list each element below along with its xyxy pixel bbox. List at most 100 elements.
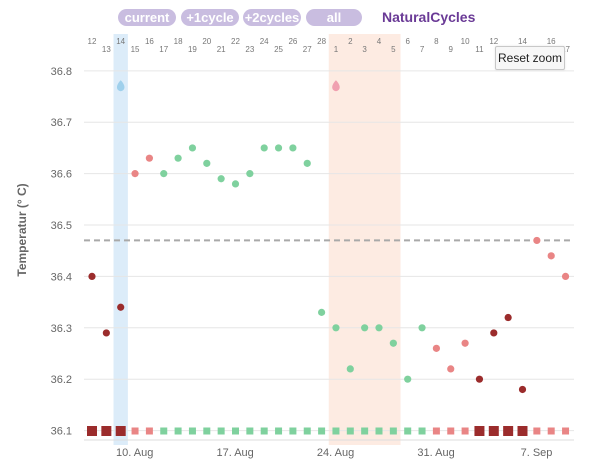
temperature-point[interactable] <box>303 159 311 167</box>
temperature-point[interactable] <box>145 154 153 162</box>
day-status-marker <box>447 427 455 435</box>
day-number-label: 4 <box>377 37 382 46</box>
day-number-label: 5 <box>391 45 396 54</box>
reset-zoom-button[interactable]: Reset zoom <box>495 46 565 70</box>
day-status-marker <box>361 427 369 435</box>
day-number-label: 7 <box>420 45 425 54</box>
temperature-point[interactable] <box>418 324 426 332</box>
day-status-marker <box>418 427 426 435</box>
temperature-point[interactable] <box>361 324 369 332</box>
day-status-marker <box>160 427 168 435</box>
day-number-label: 1 <box>334 45 339 54</box>
plus-one-cycle-button[interactable]: +1cycle <box>181 9 239 26</box>
y-tick-label: 36.3 <box>51 323 72 335</box>
day-status-marker <box>188 427 196 435</box>
day-number-label: 8 <box>434 37 439 46</box>
temperature-point[interactable] <box>217 175 225 183</box>
x-axis: 10. Aug 17. Aug 24. Aug 31. Aug 7. Sep <box>84 439 574 459</box>
period-drop-icon <box>332 80 340 92</box>
all-button[interactable]: all <box>306 9 362 26</box>
special-markers <box>116 80 340 92</box>
temperature-point[interactable] <box>533 236 541 245</box>
day-number-label: 15 <box>131 45 140 54</box>
x-tick-label: 24. Aug <box>317 447 354 459</box>
day-number-label: 2 <box>348 37 353 46</box>
day-number-label: 10 <box>461 37 470 46</box>
day-number-label: 19 <box>188 45 197 54</box>
day-number-label: 9 <box>449 45 454 54</box>
day-status-marker <box>203 427 211 435</box>
day-status-marker <box>131 427 139 435</box>
day-status-marker <box>533 427 541 435</box>
temperature-point[interactable] <box>274 144 283 152</box>
y-tick-label: 36.5 <box>51 220 72 232</box>
day-number-label: 24 <box>260 37 269 46</box>
temperature-point[interactable] <box>432 344 440 352</box>
current-button[interactable]: current <box>118 9 176 26</box>
temperature-point[interactable] <box>547 252 555 260</box>
temperature-point[interactable] <box>461 339 469 347</box>
y-tick-label: 36.6 <box>51 169 72 181</box>
temperature-point[interactable] <box>160 170 168 178</box>
y-tick-label: 36.4 <box>51 271 72 283</box>
day-number-label: 25 <box>274 45 283 54</box>
temperature-point[interactable] <box>504 313 512 322</box>
day-status-marker <box>289 427 297 435</box>
temperature-point[interactable] <box>318 308 326 316</box>
day-status-marker <box>174 427 182 435</box>
temperature-point[interactable] <box>375 324 383 332</box>
day-number-labels: 1213141516171819202122232425262728123456… <box>88 37 571 54</box>
temperature-point[interactable] <box>102 329 110 337</box>
day-status-marker <box>547 427 555 435</box>
temperature-point[interactable] <box>561 272 570 281</box>
temperature-point[interactable] <box>203 159 211 167</box>
temperature-point[interactable] <box>518 385 527 394</box>
temperature-point[interactable] <box>490 329 498 337</box>
temperature-point[interactable] <box>231 180 240 188</box>
day-status-marker <box>101 426 112 436</box>
day-status-marker <box>389 427 397 435</box>
x-tick-label: 31. Aug <box>417 447 454 459</box>
day-status-marker <box>246 427 254 435</box>
day-status-marker <box>87 426 97 436</box>
day-status-marker <box>260 427 268 435</box>
y-axis: 36.1 36.2 36.3 36.4 36.5 36.6 36.7 36.8 <box>51 66 72 438</box>
temperature-point[interactable] <box>346 365 354 373</box>
day-number-label: 3 <box>362 45 367 54</box>
brand-logo-text: NaturalCycles <box>382 9 476 25</box>
temperature-point[interactable] <box>117 303 125 311</box>
day-number-label: 16 <box>145 37 154 46</box>
x-tick-label: 17. Aug <box>216 447 253 459</box>
y-tick-label: 36.1 <box>51 426 72 438</box>
day-number-label: 17 <box>159 45 168 54</box>
day-status-marker <box>517 426 528 436</box>
y-axis-title: Temperatur (° C) <box>15 183 29 276</box>
temperature-point[interactable] <box>88 272 96 281</box>
day-number-label: 20 <box>202 37 211 46</box>
day-number-label: 17 <box>561 45 570 54</box>
temperature-point[interactable] <box>174 154 182 162</box>
day-number-label: 27 <box>303 45 312 54</box>
day-number-label: 21 <box>217 45 226 54</box>
temperature-point[interactable] <box>289 144 297 152</box>
temperature-point[interactable] <box>260 144 268 152</box>
temperature-point[interactable] <box>447 365 455 373</box>
day-number-label: 22 <box>231 37 240 46</box>
day-status-marker <box>346 427 354 435</box>
day-number-label: 14 <box>518 37 527 46</box>
day-number-label: 11 <box>475 45 484 54</box>
temperature-point[interactable] <box>246 170 254 178</box>
day-status-marker <box>217 427 225 435</box>
temperature-point[interactable] <box>131 170 139 178</box>
temperature-point[interactable] <box>475 375 484 383</box>
day-status-marker <box>232 427 239 435</box>
temperature-point[interactable] <box>188 144 197 152</box>
day-number-label: 18 <box>174 37 183 46</box>
temperature-point[interactable] <box>404 375 412 383</box>
y-tick-label: 36.7 <box>51 117 72 129</box>
temperature-point[interactable] <box>332 324 340 332</box>
plus-two-cycles-button[interactable]: +2cycles <box>243 9 301 26</box>
temperature-point[interactable] <box>389 339 397 347</box>
ovulation-drop-icon <box>116 80 125 92</box>
